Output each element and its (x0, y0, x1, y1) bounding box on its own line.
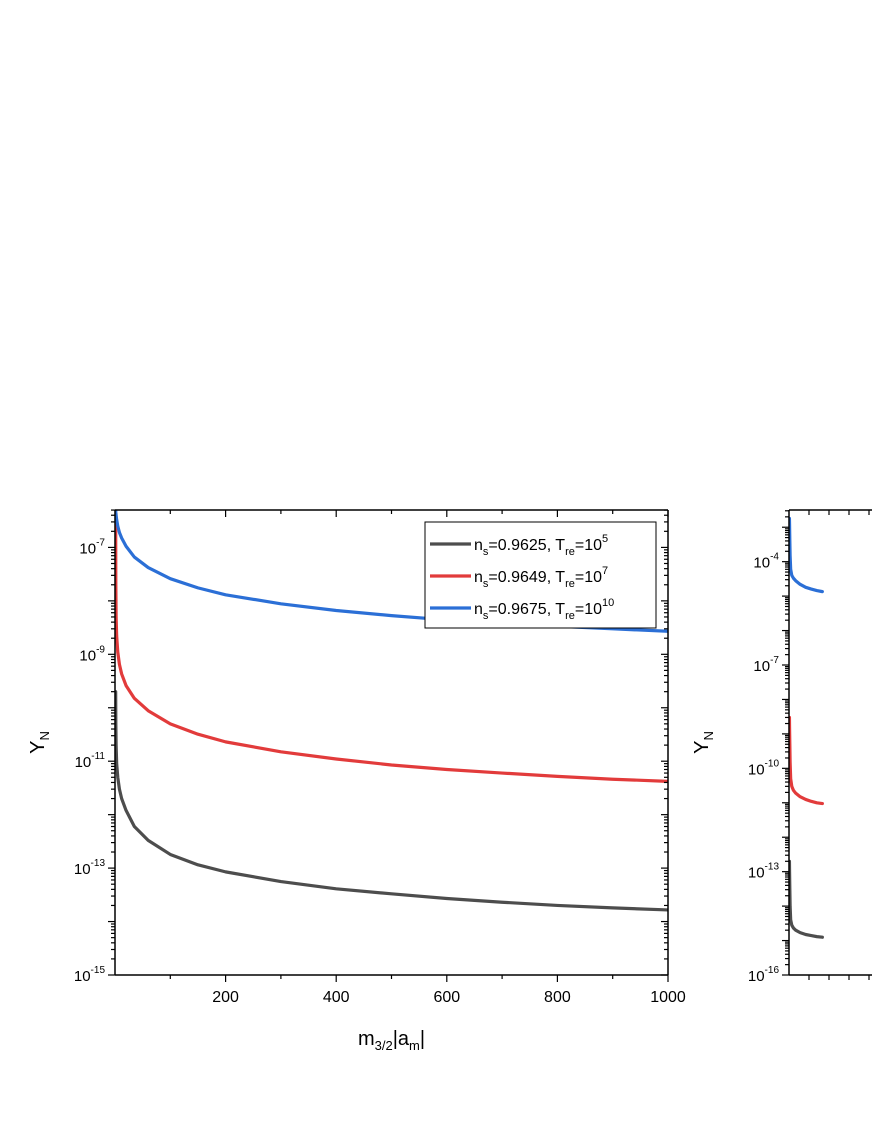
y-ticks (782, 510, 789, 976)
axes-frame (788, 509, 872, 976)
x-tick-label: 200 (212, 989, 239, 1006)
y-tick-label: 10-13 (748, 862, 780, 882)
y-tick-label: 10-4 (753, 552, 779, 572)
x-tick-label: 600 (433, 989, 460, 1006)
y-tick-label: 10-7 (79, 537, 105, 557)
x-ticks (169, 510, 669, 982)
legend-entry-2: ns=0.9649, Tre=107 (474, 565, 608, 590)
series-line-1 (115, 690, 668, 912)
series-line-1 (789, 516, 824, 594)
series-group (789, 516, 824, 939)
y-axis-label: YN (691, 731, 716, 754)
series-line-2 (115, 520, 668, 783)
y-tick-label: 10-15 (74, 965, 106, 985)
y-tick-label: 10-11 (75, 751, 106, 771)
y-tick-label: 10-16 (748, 965, 780, 985)
series-line-3 (789, 859, 824, 939)
x-axis-label: m3/2|am| (358, 1028, 425, 1053)
legend-entry-3: ns=0.9675, Tre=1010 (474, 597, 614, 622)
legend: ns=0.9625, Tre=105 ns=0.9649, Tre=107 ns=0… (424, 521, 657, 629)
x-ticks (808, 510, 870, 980)
x-tick-label: 1000 (650, 989, 686, 1006)
right-panel: 10-16 10-13 10-10 10-7 10-4 YN (691, 509, 872, 985)
series-line-2 (789, 715, 824, 806)
y-ticks (108, 509, 668, 976)
y-tick-label: 10-9 (79, 644, 105, 664)
y-tick-label: 10-10 (748, 758, 780, 778)
legend-entry-1: ns=0.9625, Tre=105 (474, 533, 608, 558)
left-panel: 10-15 10-13 10-11 10-9 10-7 200 400 600 800 1000 Y… (27, 509, 686, 1053)
y-axis-label: YN (27, 731, 52, 754)
y-tick-label: 10-7 (753, 655, 779, 675)
x-tick-label: 800 (544, 989, 571, 1006)
y-tick-label: 10-13 (74, 858, 106, 878)
x-tick-label: 400 (323, 989, 350, 1006)
